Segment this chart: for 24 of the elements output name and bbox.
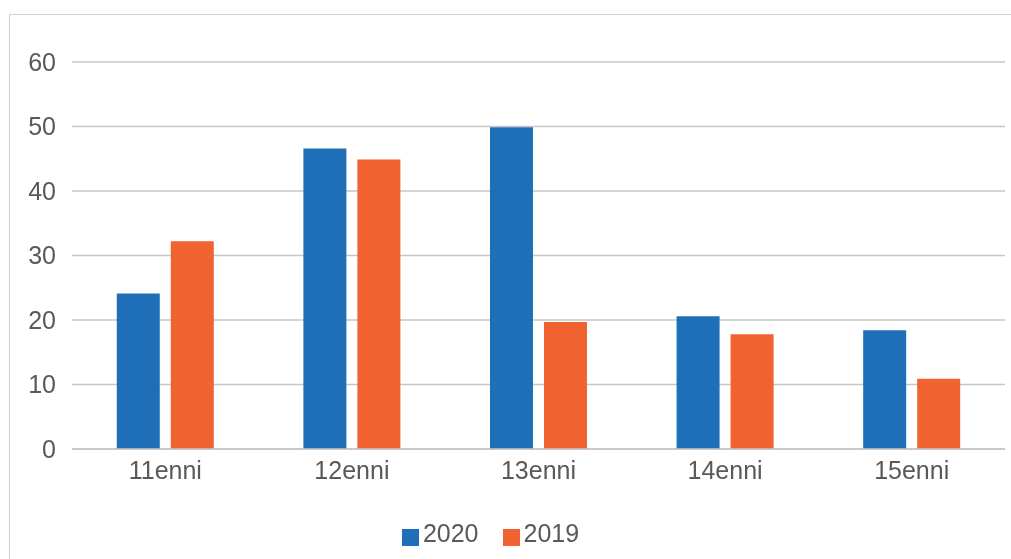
legend-label: 2020 (422, 519, 479, 547)
x-tick-label: 12enni (314, 455, 390, 484)
legend-label: 2019 (523, 519, 580, 547)
bar (863, 330, 907, 449)
y-tick-label: 30 (28, 241, 56, 270)
y-tick-label: 40 (28, 176, 56, 205)
x-tick-label: 15enni (874, 455, 950, 484)
bar (730, 334, 774, 449)
y-tick-label: 0 (42, 434, 56, 463)
y-tick-label: 60 (28, 47, 56, 76)
y-tick-label: 50 (28, 112, 56, 141)
y-tick-label: 20 (28, 305, 56, 334)
x-tick-label: 13enni (500, 455, 577, 484)
bar (676, 316, 720, 449)
bar (917, 378, 961, 449)
bar (357, 159, 401, 449)
bar (116, 293, 160, 449)
bar (489, 127, 533, 449)
x-tick-label: 11enni (128, 455, 202, 484)
y-tick-label: 10 (28, 370, 56, 399)
bar (170, 241, 214, 449)
bar (303, 148, 347, 449)
bar (543, 321, 587, 449)
x-tick-label: 14enni (687, 455, 763, 484)
